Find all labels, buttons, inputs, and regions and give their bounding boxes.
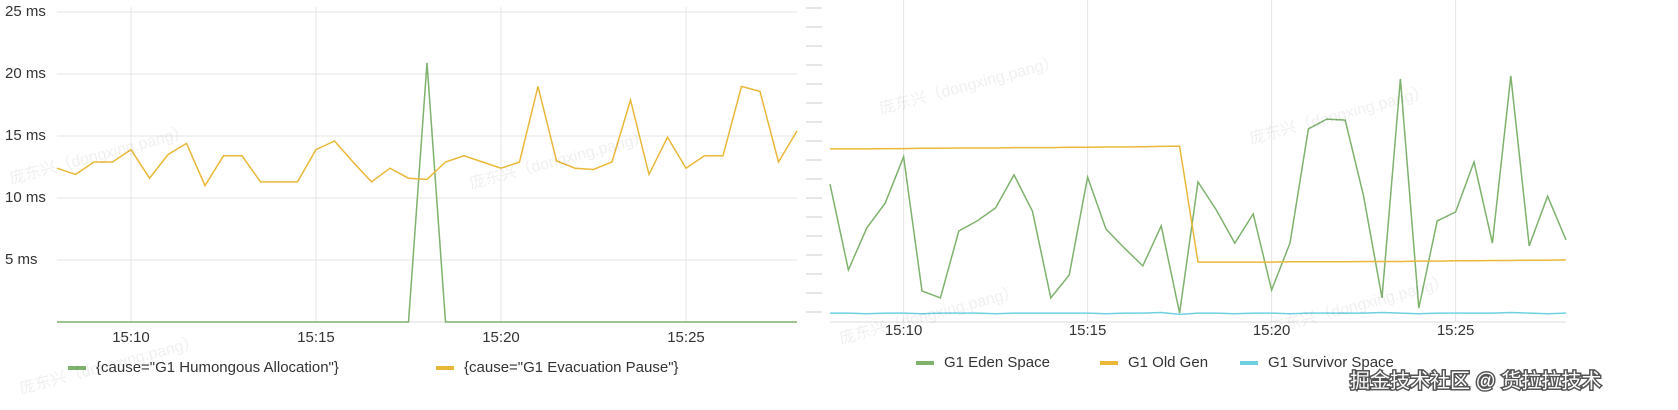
y-tick-label: 15 ms (5, 127, 46, 144)
axis-decoration (806, 7, 822, 313)
x-tick-label: 15:20 (482, 329, 520, 346)
legend-label: G1 Survivor Space (1268, 354, 1394, 371)
y-tick-label: 10 ms (5, 189, 46, 206)
legend-label: {cause="G1 Evacuation Pause"} (464, 359, 679, 376)
series-line (56, 85, 798, 188)
site-watermark: 掘金技术社区 @ 货拉拉技术 (1350, 369, 1601, 392)
legend-label: G1 Eden Space (944, 354, 1050, 371)
series-line (57, 62, 797, 323)
x-tick-label: 15:10 (112, 329, 150, 346)
x-tick-label: 15:10 (885, 322, 923, 339)
series-line (830, 145, 1567, 263)
x-tick-label: 15:20 (1253, 322, 1291, 339)
x-tick-label: 15:25 (1437, 322, 1475, 339)
y-tick-label: 25 ms (5, 3, 46, 20)
series-line (830, 311, 1567, 316)
x-tick-label: 15:15 (297, 329, 335, 346)
y-tick-label: 5 ms (5, 251, 38, 268)
legend-label: {cause="G1 Humongous Allocation"} (96, 359, 339, 376)
x-tick-label: 15:25 (667, 329, 705, 346)
x-tick-label: 15:15 (1069, 322, 1107, 339)
legend-label: G1 Old Gen (1128, 354, 1208, 371)
y-tick-label: 20 ms (5, 65, 46, 82)
series-line (829, 75, 1567, 314)
